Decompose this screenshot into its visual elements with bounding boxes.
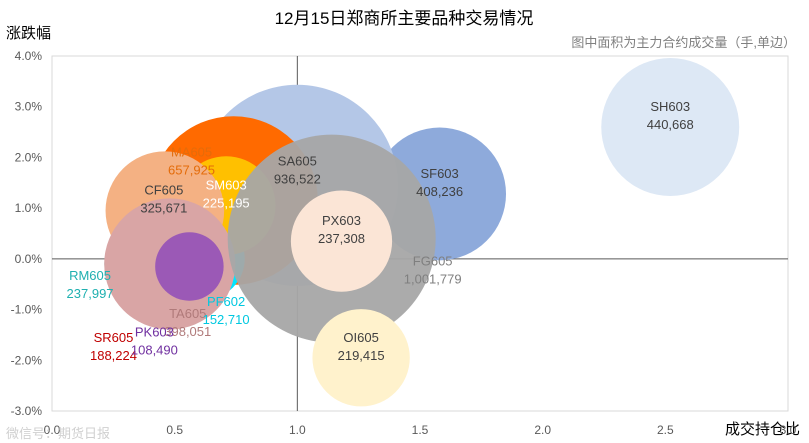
label-name-ma605: MA605 — [171, 145, 212, 160]
label-volume-cf605: 325,671 — [140, 201, 187, 216]
label-name-cf605: CF605 — [144, 183, 183, 198]
watermark-text: 微信号：期货日报 — [6, 426, 110, 441]
label-volume-sm603: 225,195 — [203, 196, 250, 211]
label-volume-sf603: 408,236 — [416, 184, 463, 199]
y-tick-label: 2.0% — [15, 150, 43, 164]
y-tick-label: -1.0% — [11, 303, 43, 317]
bubble-pk603 — [155, 232, 224, 301]
x-tick-label: 2.5 — [657, 423, 674, 437]
chart-title: 12月15日郑商所主要品种交易情况 — [275, 9, 534, 28]
bubble-oi605 — [312, 309, 410, 407]
label-name-fg605: FG605 — [413, 254, 453, 269]
label-volume-px603: 237,308 — [318, 231, 365, 246]
label-volume-sa605: 936,522 — [274, 171, 321, 186]
bubble-sh603 — [601, 58, 740, 196]
x-tick-label: 0.0 — [44, 423, 61, 437]
label-name-rm605: RM605 — [69, 268, 111, 283]
label-volume-ma605: 657,925 — [168, 163, 215, 178]
y-axis-label: 涨跌幅 — [6, 25, 51, 42]
bubbles-layer — [104, 58, 740, 407]
bubble-px603 — [290, 190, 393, 292]
label-volume-sh603: 440,668 — [647, 117, 694, 132]
x-axis-label: 成交持仓比 — [725, 420, 800, 438]
label-name-sf603: SF603 — [420, 166, 458, 181]
label-name-pk603: PK603 — [135, 324, 174, 339]
label-name-sa605: SA605 — [278, 153, 317, 168]
axis-ticks: 4.0% 3.0% 2.0% 1.0% 0.0% -1.0% -2.0% -3.0%0.0 0.… — [11, 49, 797, 437]
label-volume-pk603: 108,490 — [131, 342, 178, 357]
label-name-ta605: TA605 — [169, 306, 206, 321]
y-tick-label: 1.0% — [15, 201, 43, 215]
label-volume-fg605: 1,001,779 — [404, 272, 462, 287]
bubble-labels-layer: SA605 936,522 MA605 657,925 SH603 440,668 SF60… — [67, 99, 694, 363]
y-tick-label: 0.0% — [15, 252, 43, 266]
x-tick-label: 1.5 — [412, 423, 429, 437]
y-tick-label: 4.0% — [15, 49, 43, 63]
label-name-sh603: SH603 — [650, 99, 690, 114]
label-name-px603: PX603 — [322, 213, 361, 228]
label-volume-oi605: 219,415 — [338, 348, 385, 363]
label-name-oi605: OI605 — [343, 330, 378, 345]
x-tick-label: 3.0 — [780, 423, 797, 437]
x-tick-label: 1.0 — [289, 423, 306, 437]
y-tick-label: -2.0% — [11, 353, 43, 367]
plot-area-border — [51, 55, 789, 412]
label-name-sr605: SR605 — [94, 330, 134, 345]
label-volume-sr605: 188,224 — [90, 348, 137, 363]
label-volume-ta605: 398,051 — [164, 324, 211, 339]
label-name-sm603: SM603 — [206, 178, 247, 193]
label-volume-rm605: 237,997 — [67, 286, 114, 301]
label-volume-pf602: 152,710 — [203, 312, 250, 327]
x-tick-label: 0.5 — [166, 423, 183, 437]
x-tick-label: 2.0 — [534, 423, 551, 437]
chart-subtitle: 图中面积为主力合约成交量（手,单边） — [571, 35, 796, 50]
y-tick-label: -3.0% — [11, 404, 43, 418]
y-tick-label: 3.0% — [15, 100, 43, 114]
label-name-pf602: PF602 — [207, 294, 245, 309]
